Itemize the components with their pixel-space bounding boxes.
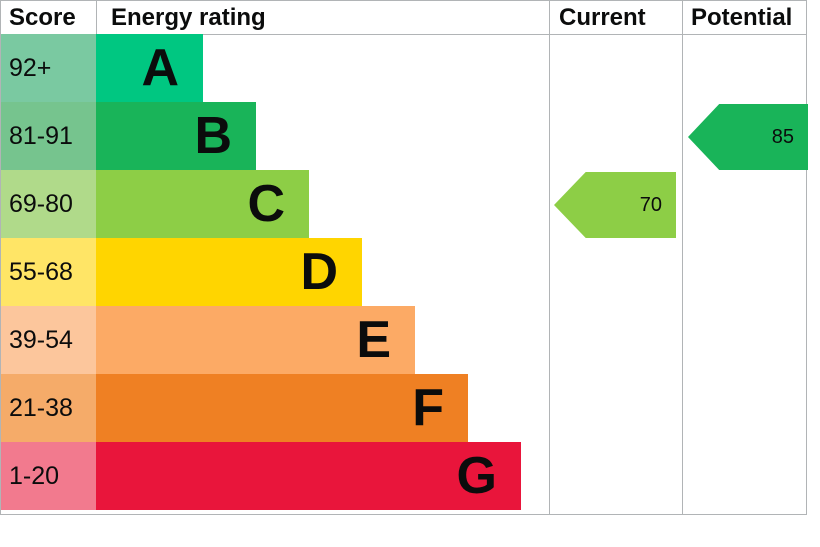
band-letter: D [300, 243, 338, 301]
band-row-e: 39-54 E [1, 306, 808, 374]
band-score-range: 92+ [1, 34, 96, 102]
band-row-d: 55-68 D [1, 238, 808, 306]
header-potential: Potential [691, 4, 793, 31]
band-row-g: 1-20 G [1, 442, 808, 510]
band-row-c: 69-80 C [1, 170, 808, 238]
band-score-range: 39-54 [1, 306, 96, 374]
band-bar: E [96, 306, 415, 374]
band-score-range: 21-38 [1, 374, 96, 442]
band-row-a: 92+ A [1, 34, 808, 102]
current-rating-value: 70 [639, 193, 662, 216]
band-bar: G [96, 442, 521, 510]
score-column-divider [96, 1, 97, 34]
band-row-b: 81-91 B [1, 102, 808, 170]
epc-table: Score Energy rating Current Potential 92… [0, 0, 808, 515]
band-letter: G [456, 447, 497, 505]
band-letter: C [247, 175, 285, 233]
potential-rating-value: 85 [771, 125, 794, 148]
header-energy-rating: Energy rating [111, 4, 266, 31]
header-divider-line [1, 34, 806, 35]
potential-column-divider [682, 1, 683, 514]
band-letter: B [194, 107, 232, 165]
band-score-range: 69-80 [1, 170, 96, 238]
band-score-range: 55-68 [1, 238, 96, 306]
header-current: Current [559, 4, 646, 31]
band-bar: B [96, 102, 256, 170]
header-score: Score [9, 4, 76, 31]
band-score-range: 81-91 [1, 102, 96, 170]
band-bar: C [96, 170, 309, 238]
band-letter: F [412, 379, 444, 437]
band-score-range: 1-20 [1, 442, 96, 510]
band-bar: A [96, 34, 203, 102]
band-letter: E [356, 311, 391, 369]
current-column-divider [549, 1, 550, 514]
band-letter: A [141, 39, 179, 97]
band-bar: F [96, 374, 468, 442]
band-row-f: 21-38 F [1, 374, 808, 442]
band-bar: D [96, 238, 362, 306]
